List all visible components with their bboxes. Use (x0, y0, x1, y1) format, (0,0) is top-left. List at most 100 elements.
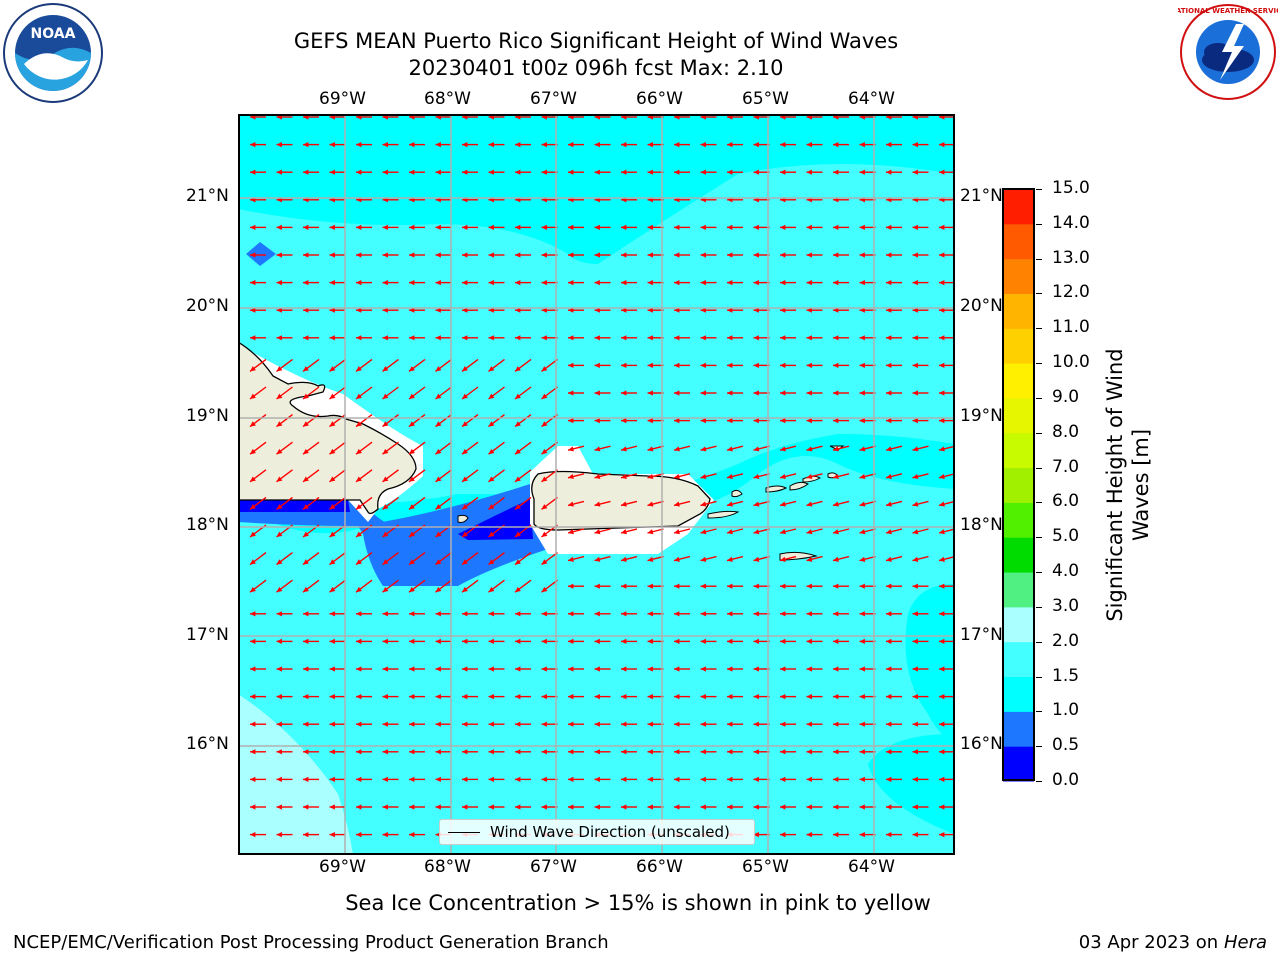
wind-wave-arrow (753, 335, 770, 341)
wind-wave-arrow (541, 307, 558, 313)
wind-wave-arrow (568, 611, 584, 617)
wind-wave-arrow (673, 473, 691, 480)
wind-wave-arrow (859, 252, 876, 258)
lon-label-top: 66°W (636, 89, 683, 109)
colorbar-segment (1003, 189, 1034, 225)
wind-wave-arrow (806, 141, 823, 148)
wind-wave-arrow (329, 721, 346, 727)
wind-wave-arrow (674, 721, 690, 727)
colorbar-tick-label: 10.0 (1052, 352, 1090, 373)
wind-wave-arrow (567, 500, 585, 507)
wind-wave-arrow (461, 414, 479, 428)
wind-wave-arrow (939, 804, 954, 810)
wind-wave-arrow (382, 279, 399, 286)
wind-wave-arrow (250, 804, 266, 810)
wind-wave-arrow (779, 555, 797, 562)
wind-wave-arrow (488, 441, 505, 455)
wind-wave-arrow (329, 496, 346, 510)
lat-label-right: 19°N (960, 406, 1002, 426)
wind-wave-arrow (806, 804, 823, 810)
colorbar-tick-mark (1036, 537, 1042, 539)
wind-wave-arrow (594, 583, 611, 589)
wind-wave-arrow (276, 831, 293, 838)
wind-wave-arrow (912, 224, 929, 231)
colorbar-segment (1003, 641, 1034, 678)
wind-wave-arrow (727, 362, 743, 369)
wind-wave-arrow (621, 141, 637, 148)
wind-wave-arrow (515, 224, 531, 231)
wind-wave-arrow (462, 611, 478, 617)
lon-label-bottom: 65°W (742, 857, 789, 877)
wind-wave-arrow (488, 358, 505, 372)
wind-wave-arrow (753, 721, 770, 727)
wind-wave-arrow (250, 335, 266, 341)
wind-wave-arrow (382, 441, 399, 455)
wind-wave-arrow (939, 666, 954, 672)
wind-wave-arrow (329, 141, 346, 148)
wind-wave-arrow (488, 414, 505, 428)
wind-wave-arrow (594, 500, 611, 507)
colorbar-tick-mark (1036, 641, 1042, 643)
wind-wave-arrow (541, 224, 558, 231)
wind-wave-arrow (250, 169, 266, 175)
wind-wave-arrow (249, 579, 267, 593)
wind-wave-arrow (753, 666, 770, 672)
wind-wave-arrow (806, 473, 823, 480)
wind-wave-arrow (833, 721, 849, 727)
lon-label-bottom: 66°W (636, 857, 683, 877)
wind-wave-arrow (329, 358, 346, 372)
colorbar-tick-label: 1.5 (1052, 665, 1080, 686)
wind-wave-arrow (515, 169, 531, 175)
lat-label-left: 19°N (186, 406, 229, 426)
wind-wave-arrow (621, 417, 637, 424)
wind-wave-arrow (435, 307, 452, 313)
footer-machine: Hera (1223, 932, 1267, 953)
wind-wave-arrow (647, 473, 664, 480)
wind-wave-arrow (541, 638, 558, 645)
wind-wave-arrow (780, 307, 796, 313)
wind-wave-arrow (700, 528, 717, 535)
wind-wave-arrow (249, 552, 267, 566)
wind-wave-arrow (939, 583, 954, 589)
wind-wave-arrow (568, 307, 584, 313)
wind-wave-arrow (700, 252, 717, 258)
wind-wave-arrow (435, 386, 452, 400)
wind-wave-arrow (833, 693, 849, 700)
wind-wave-arrow (515, 666, 531, 672)
wind-wave-arrow (462, 252, 478, 258)
wind-wave-arrow (462, 169, 478, 175)
wind-wave-arrow (594, 611, 611, 617)
wind-wave-arrow (462, 141, 478, 148)
wind-wave-arrow (303, 252, 319, 258)
wind-wave-arrow (408, 579, 426, 593)
wind-wave-arrow (938, 528, 954, 535)
lon-label-bottom: 64°W (848, 857, 895, 877)
wind-wave-arrow (303, 335, 319, 341)
wind-wave-arrow (329, 414, 346, 428)
wind-wave-arrow (514, 414, 532, 428)
wind-wave-arrow (250, 693, 266, 700)
wind-wave-arrow (514, 496, 532, 510)
wind-wave-arrow (461, 469, 479, 483)
wind-wave-arrow (355, 441, 373, 455)
wind-wave-arrow (249, 414, 267, 428)
wind-wave-arrow (674, 141, 690, 148)
wind-wave-arrow (886, 390, 902, 396)
wind-wave-arrow (833, 335, 849, 341)
wind-wave-arrow (567, 528, 585, 535)
wind-wave-arrow (727, 776, 743, 783)
wind-wave-arrow (329, 776, 346, 783)
wind-wave-arrow (250, 721, 266, 727)
wind-wave-arrow (435, 414, 452, 428)
wind-wave-arrow (647, 528, 664, 535)
wind-wave-arrow (859, 473, 876, 480)
wind-wave-arrow (886, 831, 902, 838)
wind-wave-arrow (621, 390, 637, 396)
wind-wave-arrow (779, 500, 797, 507)
lon-label-top: 65°W (742, 89, 789, 109)
wind-wave-arrow (753, 169, 770, 175)
wind-wave-arrow (541, 611, 558, 617)
wind-wave-arrow (912, 362, 929, 369)
wind-wave-arrow (620, 528, 638, 535)
lon-label-top: 69°W (319, 89, 366, 109)
